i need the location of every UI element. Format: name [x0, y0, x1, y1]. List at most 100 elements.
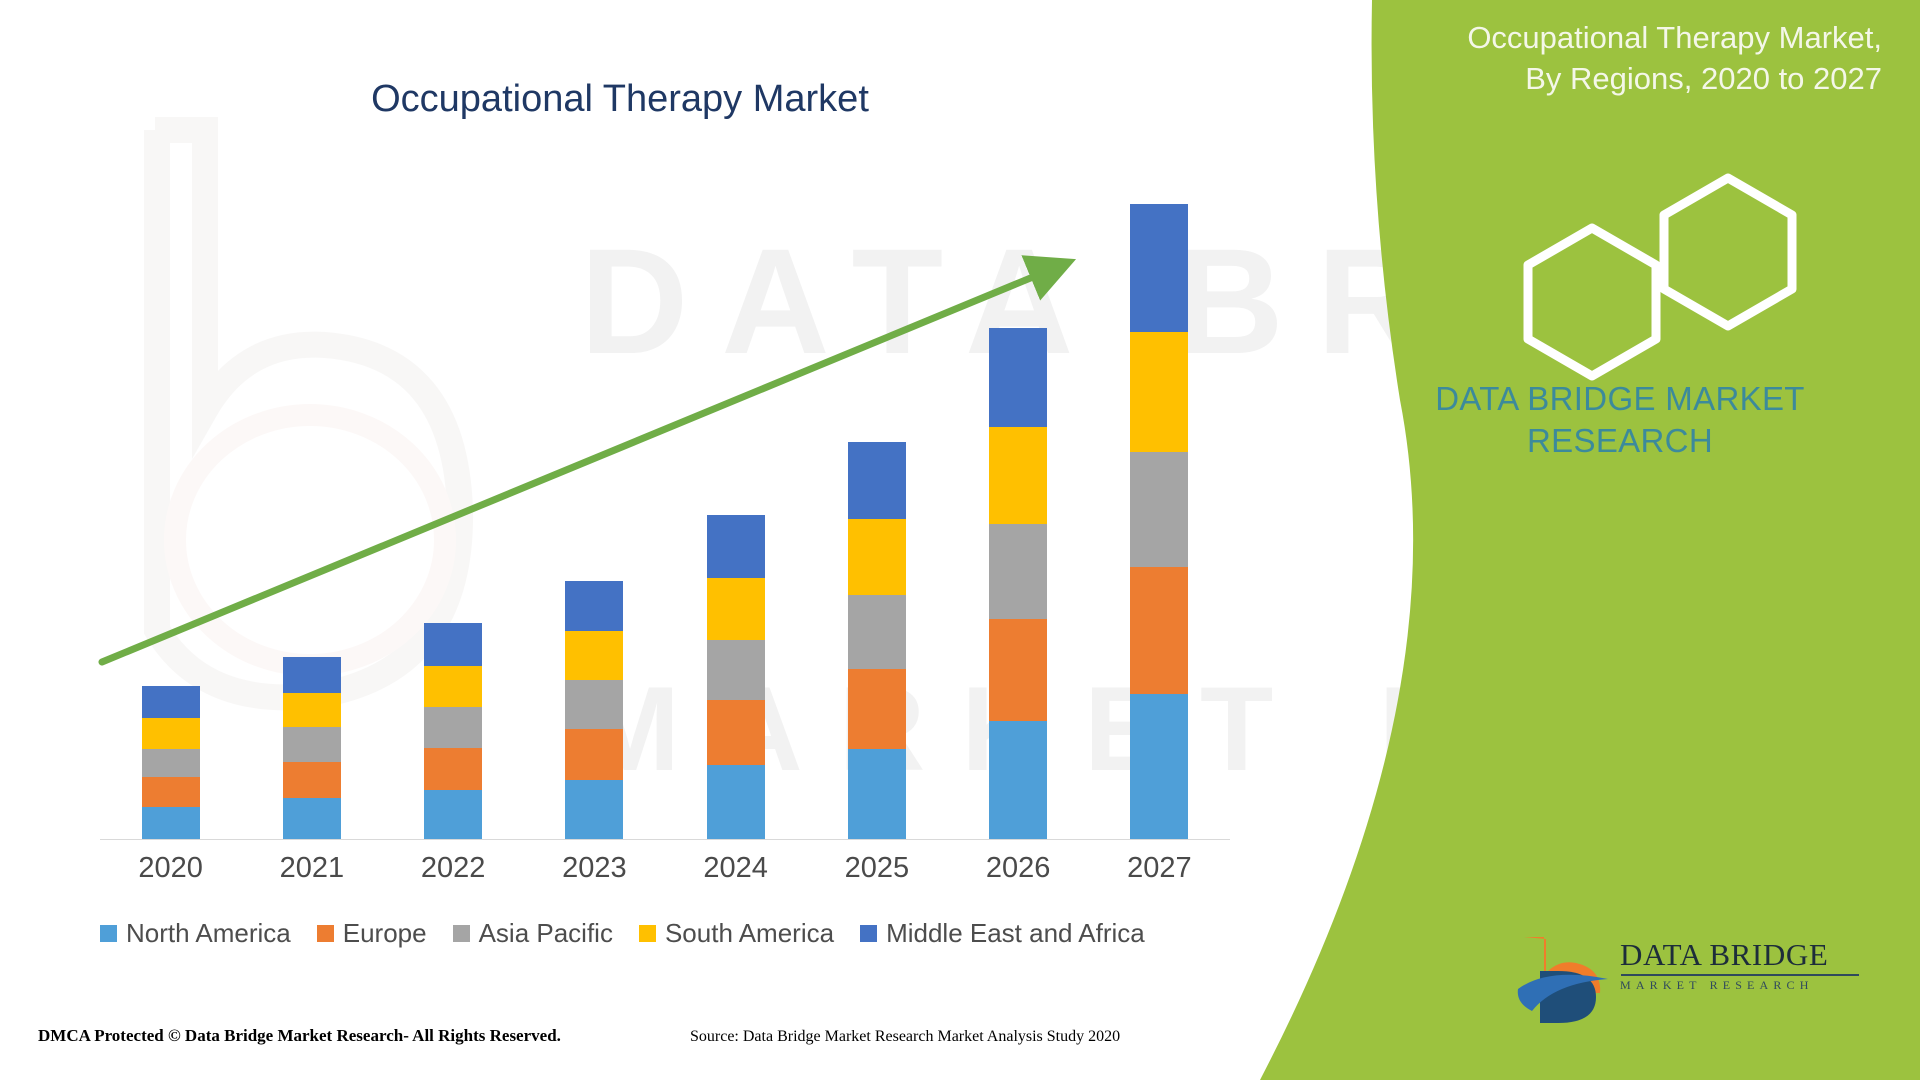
legend-item[interactable]: South America: [638, 918, 835, 949]
legend-label: North America: [126, 918, 291, 948]
brand-panel: [1260, 0, 1920, 1080]
bar-segment: [282, 727, 341, 762]
x-axis-tick-label: 2025: [844, 852, 910, 884]
bar-segment: [989, 524, 1048, 620]
source-text: Source: Data Bridge Market Research Mark…: [690, 1028, 1121, 1045]
bar-segment: [141, 718, 200, 750]
bar-segment: [847, 594, 906, 670]
stacked-bar: [565, 580, 624, 839]
hexagon-2027: [1523, 223, 1661, 381]
bar-segment: [847, 442, 906, 520]
bar-segment: [282, 656, 341, 693]
x-axis-tick-label: 2024: [703, 852, 768, 884]
bar-segment: [1130, 452, 1189, 567]
bar-segment: [141, 686, 200, 719]
bar-segment: [989, 720, 1048, 839]
bar-segment: [282, 761, 341, 798]
legend-swatch-icon: [452, 925, 470, 942]
bar-segment: [847, 519, 906, 595]
legend-item[interactable]: North America: [100, 918, 291, 949]
bar-segment: [1130, 204, 1189, 332]
bar-segment: [141, 749, 200, 778]
stacked-bar: [847, 442, 906, 839]
chart-legend: North America Europe Asia Pacific South Ame…: [100, 918, 1240, 949]
bar-segment: [565, 728, 624, 780]
bar-column: [100, 171, 241, 839]
plot-area: [100, 170, 1230, 840]
bar-column: [524, 171, 665, 839]
legend-swatch-icon: [638, 925, 656, 942]
legend-swatch-icon: [316, 925, 334, 942]
bar-segment: [989, 426, 1048, 525]
chart-title: Occupational Therapy Market: [371, 78, 869, 120]
bar-segment: [989, 619, 1048, 721]
legend-item[interactable]: Asia Pacific: [452, 918, 613, 949]
bar-segment: [706, 700, 765, 765]
bar-column: [948, 171, 1089, 839]
legend-item[interactable]: Middle East and Africa: [860, 918, 1145, 949]
bar-column: [1089, 171, 1230, 839]
bar-segment: [424, 665, 483, 707]
bar-column: [806, 171, 947, 839]
bar-column: [665, 171, 806, 839]
stacked-bar: [1130, 204, 1189, 839]
x-axis-line: [100, 839, 1230, 840]
bar-segment: [847, 749, 906, 839]
stacked-bar: [424, 623, 483, 839]
bar-segment: [706, 578, 765, 640]
x-axis-tick-label: 2020: [138, 852, 203, 884]
bar-segment: [424, 706, 483, 748]
bar-segment: [565, 779, 624, 839]
dbmr-logo-rule: [1621, 974, 1859, 976]
legend-swatch-icon: [860, 925, 878, 942]
brand-name: DATA BRIDGE MARKET RESEARCH: [1435, 380, 1805, 460]
bar-segment: [1130, 566, 1189, 694]
stacked-bar: [989, 327, 1048, 839]
year-hexagons: [1523, 173, 1797, 381]
bar-column: [241, 171, 382, 839]
bar-segment: [282, 797, 341, 839]
x-axis-tick-label: 2023: [562, 852, 627, 884]
x-axis-tick-label: 2022: [420, 852, 486, 884]
bar-segment: [424, 790, 483, 839]
dbmr-logo-text: DATA BRIDGE MARKET RESEARCH: [1620, 939, 1870, 991]
bar-segment: [1130, 693, 1189, 839]
bar-column: [383, 171, 524, 839]
panel-title: Occupational Therapy Market, By Regions,…: [1467, 20, 1882, 96]
legend-label: Middle East and Africa: [886, 918, 1145, 948]
bar-segment: [141, 777, 200, 807]
stacked-bar: [706, 515, 765, 839]
bar-segment: [847, 669, 906, 750]
legend-label: South America: [664, 918, 835, 948]
legend-item[interactable]: Europe: [316, 918, 427, 949]
bar-segment: [282, 692, 341, 728]
legend-label: Europe: [342, 918, 427, 948]
bar-segment: [565, 630, 624, 680]
bar-segment: [706, 639, 765, 701]
bar-segment: [141, 806, 200, 839]
bar-segment: [424, 747, 483, 791]
bar-segment: [565, 580, 624, 631]
bar-segment: [706, 764, 765, 839]
bar-segment: [1130, 331, 1189, 453]
hexagon-2020: [1659, 173, 1797, 331]
legend-swatch-icon: [100, 925, 117, 942]
x-axis-tick-label: 2026: [985, 852, 1051, 884]
legend-label: Asia Pacific: [478, 918, 613, 948]
bar-segment: [565, 679, 624, 729]
bar-segment: [989, 327, 1048, 427]
dbmr-logo-mark: [1517, 937, 1608, 1023]
stacked-bar: [282, 656, 341, 839]
dbmr-logo-primary: DATA BRIDGE: [1620, 937, 1829, 972]
copyright-text: DMCA Protected © Data Bridge Market Rese…: [38, 1026, 561, 1045]
bar-segment: [706, 515, 765, 579]
x-axis-tick-label: 2027: [1127, 852, 1192, 884]
bar-group: [100, 171, 1230, 839]
dbmr-logo-secondary: MARKET RESEARCH: [1620, 978, 1814, 992]
x-axis-tick-label: 2021: [279, 852, 345, 884]
stacked-bar: [141, 686, 200, 839]
dbmr-logo: DATA BRIDGE MARKET RESEARCH: [1510, 925, 1860, 1035]
brand-panel-shape: [1260, 0, 1920, 1080]
x-axis-labels: 2020 2021 2022 2023 2024 2025 2026 2027: [100, 852, 1230, 885]
